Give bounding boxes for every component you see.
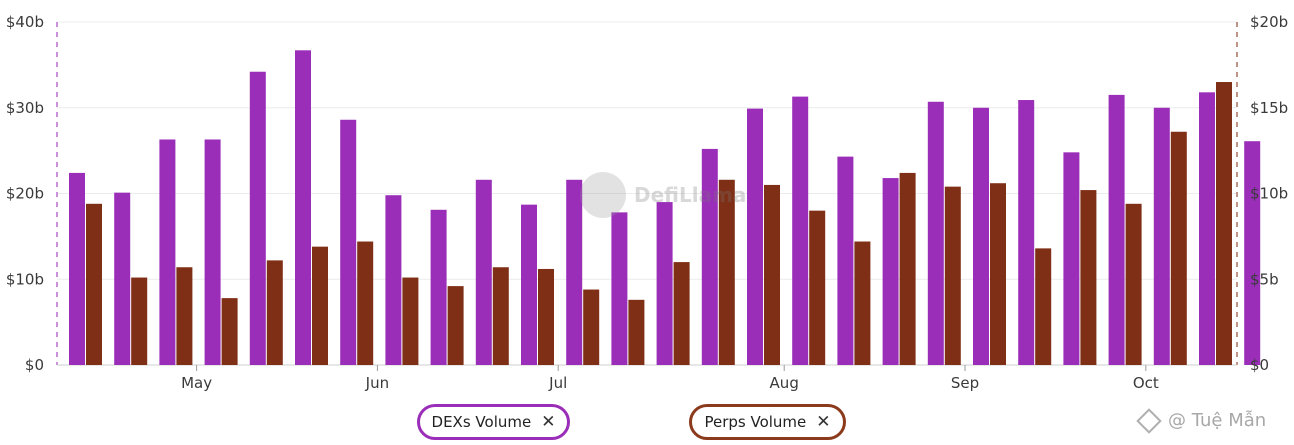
dex-volume-bar [1063, 152, 1080, 365]
dex-volume-bar [69, 172, 85, 365]
llama-logo-icon [580, 172, 626, 218]
dex-volume-bar [701, 148, 718, 365]
perps-volume-bar [990, 183, 1006, 365]
perps-volume-bar [1035, 248, 1052, 365]
watermark-text: DefiLlama [634, 183, 747, 207]
dex-volume-bar [1108, 94, 1125, 365]
x-tick-label: Oct [1133, 374, 1159, 392]
close-icon[interactable]: ✕ [541, 412, 556, 432]
close-icon[interactable]: ✕ [816, 412, 831, 432]
watermark: DefiLlama [580, 172, 746, 218]
y-right-tick-label: $10b [1250, 185, 1288, 203]
y-left-tick-label: $10b [6, 270, 44, 288]
dex-volume-bar [837, 156, 854, 365]
perps-volume-bar [312, 246, 328, 365]
perps-volume-bar [899, 172, 916, 365]
perps-volume-bar [357, 241, 374, 365]
dex-volume-bar [295, 50, 311, 366]
legend-dexs-volume[interactable]: DEXs Volume ✕ [417, 404, 570, 440]
dex-volume-bar [1153, 107, 1170, 365]
y-right-tick-label: $20b [1250, 13, 1288, 31]
dex-volume-bar [159, 139, 176, 365]
dex-volume-bar [475, 179, 492, 365]
perps-volume-bar [854, 241, 871, 365]
legend-perps-volume[interactable]: Perps Volume ✕ [689, 404, 846, 440]
dex-volume-bar [430, 209, 447, 365]
y-left-tick-label: $0 [25, 356, 44, 374]
perps-volume-bar [266, 260, 283, 365]
y-left-tick-label: $40b [6, 13, 44, 31]
y-right-tick-label: $15b [1250, 99, 1288, 117]
grid-lines [57, 21, 1237, 280]
x-tick-label: Sep [951, 374, 979, 392]
perps-volume-bar [583, 289, 600, 365]
x-tick-label: Jun [365, 374, 389, 392]
dex-volume-bar [114, 192, 131, 365]
perps-volume-bar [221, 298, 238, 365]
credit-text: @ Tuệ Mẫn [1168, 410, 1267, 431]
perps-volume-bar [538, 268, 554, 365]
dex-volume-bar [747, 108, 763, 366]
y-left-tick-label: $30b [6, 99, 44, 117]
x-tick-label: May [181, 374, 212, 392]
dex-volume-bar [656, 202, 673, 365]
perps-volume-bar [628, 299, 645, 365]
legend-label: Perps Volume [704, 413, 807, 431]
y-left-tick-label: $20b [6, 185, 44, 203]
y-right-tick-label: $5b [1250, 270, 1279, 288]
legend-label: DEXs Volume [431, 413, 532, 431]
dex-volume-bar [385, 195, 402, 365]
perps-volume-bar [718, 179, 735, 365]
dex-volume-bar [611, 212, 628, 365]
dex-volume-bar [249, 71, 266, 366]
dex-volume-bar [340, 119, 357, 365]
perps-volume-bar [1170, 131, 1187, 365]
axis-labels: $0 $10b $20b $30b $40b $0 $5b $10b $15b $20b May Ju… [6, 13, 1288, 392]
dex-volume-bar [204, 139, 221, 365]
dex-volume-bar [1244, 141, 1261, 365]
perps-volume-bar [1125, 203, 1142, 365]
dex-volume-bar [566, 179, 583, 365]
dex-volume-bar [792, 96, 809, 365]
perps-volume-bar [86, 203, 102, 365]
perps-volume-bar [447, 286, 464, 365]
dex-volume-bar [882, 178, 899, 365]
dex-volume-bar [1018, 100, 1035, 365]
dex-volume-bar [521, 204, 537, 365]
diamond-icon [1136, 407, 1162, 434]
dex-volume-bar [1199, 92, 1215, 365]
perps-volume-bar [1080, 190, 1097, 365]
dex-volume-bar [973, 107, 989, 365]
perps-volume-bar [402, 277, 419, 365]
credit: @ Tuệ Mẫn [1136, 407, 1267, 434]
perps-volume-bar [809, 210, 826, 365]
perps-volume-bar [176, 267, 193, 365]
dex-volume-bar [927, 101, 944, 365]
x-tick-label: Aug [770, 374, 799, 392]
perps-volume-bar [673, 262, 690, 365]
perps-volume-bar [764, 184, 780, 365]
y-right-tick-label: $0 [1250, 356, 1269, 374]
perps-volume-bar [944, 186, 961, 365]
perps-volume-bar [492, 267, 509, 365]
x-tick-label: Jul [548, 374, 567, 392]
bars [69, 50, 1261, 366]
perps-volume-bar [1216, 82, 1232, 366]
perps-volume-bar [131, 277, 148, 365]
